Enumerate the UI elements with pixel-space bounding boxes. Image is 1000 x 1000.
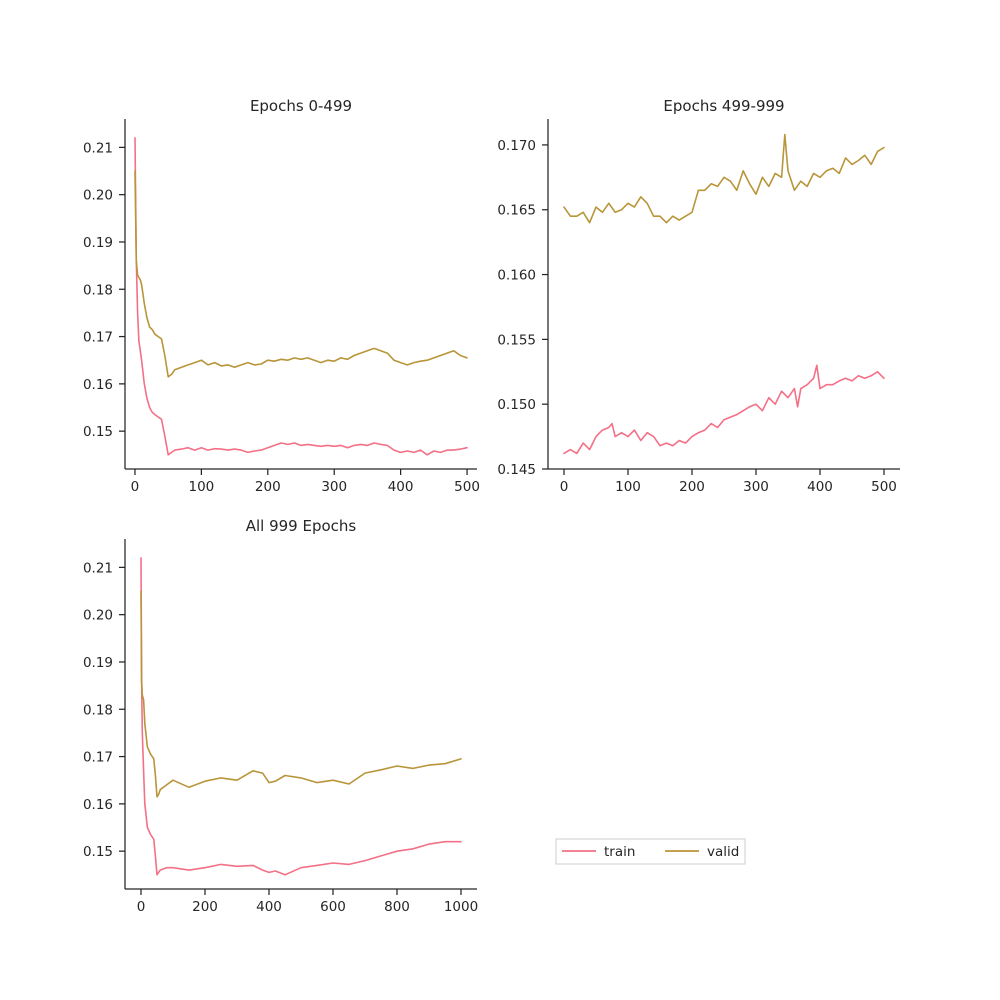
y-tick-label: 0.155 <box>497 332 536 348</box>
x-tick-label: 200 <box>679 479 705 495</box>
y-tick-label: 0.21 <box>83 560 113 576</box>
legend: train valid <box>555 838 746 865</box>
y-tick-label: 0.15 <box>83 424 113 440</box>
x-tick-label: 300 <box>321 479 347 495</box>
x-tick-label: 1000 <box>444 899 478 915</box>
chart-panel-3: All 999 Epochs 0 200 400 600 800 1000 0.15 0.16 0… <box>83 517 478 915</box>
y-tick-label: 0.18 <box>83 702 113 718</box>
y-tick-label: 0.16 <box>83 797 113 813</box>
series-line-valid <box>134 170 468 378</box>
y-tick-label: 0.165 <box>497 203 536 219</box>
y-tick-label: 0.18 <box>83 282 113 298</box>
chart-title: Epochs 499-999 <box>663 97 784 115</box>
x-tick-label: 100 <box>615 479 641 495</box>
y-tick-label: 0.150 <box>497 397 536 413</box>
x-tick-label: 100 <box>188 479 214 495</box>
series-line-train <box>134 137 468 456</box>
x-tick-label: 400 <box>388 479 414 495</box>
y-tick-label: 0.20 <box>83 188 113 204</box>
y-tick-label: 0.16 <box>83 377 113 393</box>
y-tick-label: 0.15 <box>83 844 113 860</box>
x-tick-label: 800 <box>384 899 410 915</box>
chart-panel-1: Epochs 0-499 0 100 200 300 400 500 0.15 0.16 0.17… <box>83 97 480 495</box>
y-tick-label: 0.20 <box>83 608 113 624</box>
y-tick-label: 0.19 <box>83 235 113 251</box>
x-tick-label: 200 <box>255 479 281 495</box>
x-tick-label: 500 <box>871 479 897 495</box>
y-tick-label: 0.17 <box>83 330 113 346</box>
series-line-train <box>140 557 462 876</box>
chart-title: All 999 Epochs <box>246 517 357 535</box>
x-tick-label: 400 <box>807 479 833 495</box>
y-tick-label: 0.19 <box>83 655 113 671</box>
y-tick-label: 0.160 <box>497 268 536 284</box>
legend-label-valid: valid <box>707 844 739 860</box>
y-tick-label: 0.21 <box>83 140 113 156</box>
y-tick-label: 0.145 <box>497 462 536 478</box>
x-tick-label: 0 <box>137 899 146 915</box>
y-tick-label: 0.170 <box>497 138 536 154</box>
series-line-valid <box>140 590 462 798</box>
x-tick-label: 400 <box>256 899 282 915</box>
legend-label-train: train <box>604 844 635 860</box>
chart-title: Epochs 0-499 <box>250 97 352 115</box>
chart-panel-2: Epochs 499-999 0 100 200 300 400 500 0.145 0.150… <box>497 97 900 495</box>
x-tick-label: 200 <box>192 899 218 915</box>
x-tick-label: 500 <box>454 479 480 495</box>
x-tick-label: 0 <box>560 479 569 495</box>
x-tick-label: 600 <box>320 899 346 915</box>
x-tick-label: 300 <box>743 479 769 495</box>
y-tick-label: 0.17 <box>83 750 113 766</box>
x-tick-label: 0 <box>131 479 140 495</box>
series-line-train <box>563 364 885 455</box>
series-line-valid <box>563 133 885 224</box>
